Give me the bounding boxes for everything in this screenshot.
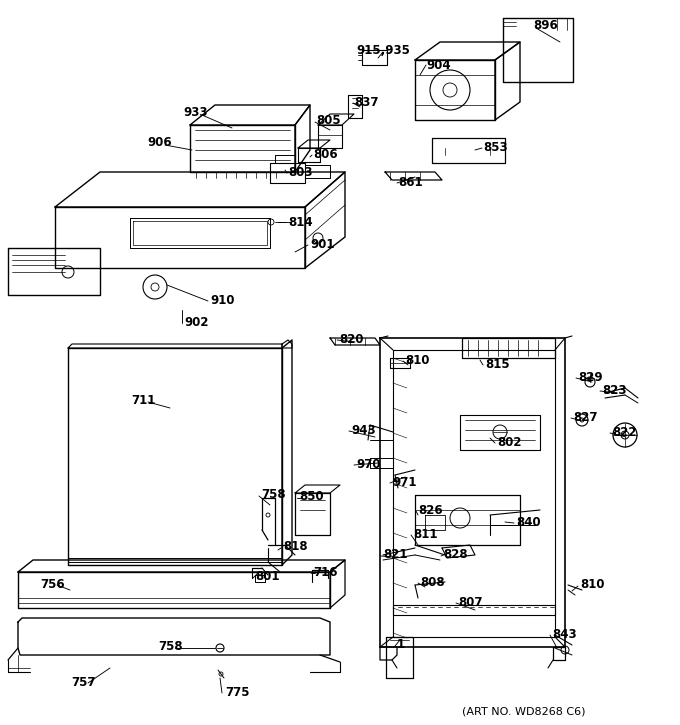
Text: 821: 821	[383, 549, 407, 561]
Text: 896: 896	[533, 19, 558, 31]
Text: 757: 757	[71, 676, 95, 689]
Text: 711: 711	[131, 394, 155, 407]
Text: 805: 805	[316, 114, 341, 126]
Text: 814: 814	[288, 215, 313, 228]
Text: 803: 803	[288, 165, 313, 178]
Text: 807: 807	[458, 595, 483, 608]
Text: 810: 810	[405, 354, 430, 367]
Text: 902: 902	[184, 315, 209, 328]
Text: 1: 1	[397, 639, 405, 652]
Text: 826: 826	[418, 503, 443, 516]
Text: 901: 901	[310, 238, 335, 251]
Text: 827: 827	[573, 410, 598, 423]
Text: 840: 840	[516, 515, 541, 529]
Text: 818: 818	[283, 541, 307, 553]
Text: 775: 775	[225, 686, 250, 698]
Text: 802: 802	[497, 436, 522, 449]
Text: 756: 756	[40, 578, 65, 590]
Text: 970: 970	[356, 457, 381, 471]
Text: 837: 837	[354, 96, 379, 109]
Text: 915,935: 915,935	[356, 44, 410, 57]
Text: 810: 810	[580, 579, 605, 592]
Text: 716: 716	[313, 566, 337, 579]
Text: 933: 933	[183, 106, 207, 118]
Text: 853: 853	[483, 141, 508, 154]
Text: 828: 828	[443, 549, 468, 561]
Text: 811: 811	[413, 528, 437, 541]
Text: 943: 943	[351, 423, 375, 436]
Text: 829: 829	[578, 370, 602, 384]
Text: 904: 904	[426, 59, 451, 72]
Text: 815: 815	[485, 357, 509, 370]
Text: 758: 758	[261, 489, 286, 502]
Text: 910: 910	[210, 294, 235, 307]
Text: 906: 906	[147, 136, 171, 149]
Text: 850: 850	[299, 491, 324, 503]
Text: 801: 801	[255, 571, 279, 584]
Text: 806: 806	[313, 147, 338, 160]
Text: 823: 823	[602, 384, 626, 397]
Text: 861: 861	[398, 175, 423, 188]
Text: 820: 820	[339, 333, 364, 346]
Text: 822: 822	[612, 426, 636, 439]
Text: 843: 843	[552, 628, 577, 640]
Text: 758: 758	[158, 640, 183, 653]
Text: (ART NO. WD8268 C6): (ART NO. WD8268 C6)	[462, 707, 585, 717]
Text: 971: 971	[392, 476, 416, 489]
Text: 808: 808	[420, 576, 445, 589]
